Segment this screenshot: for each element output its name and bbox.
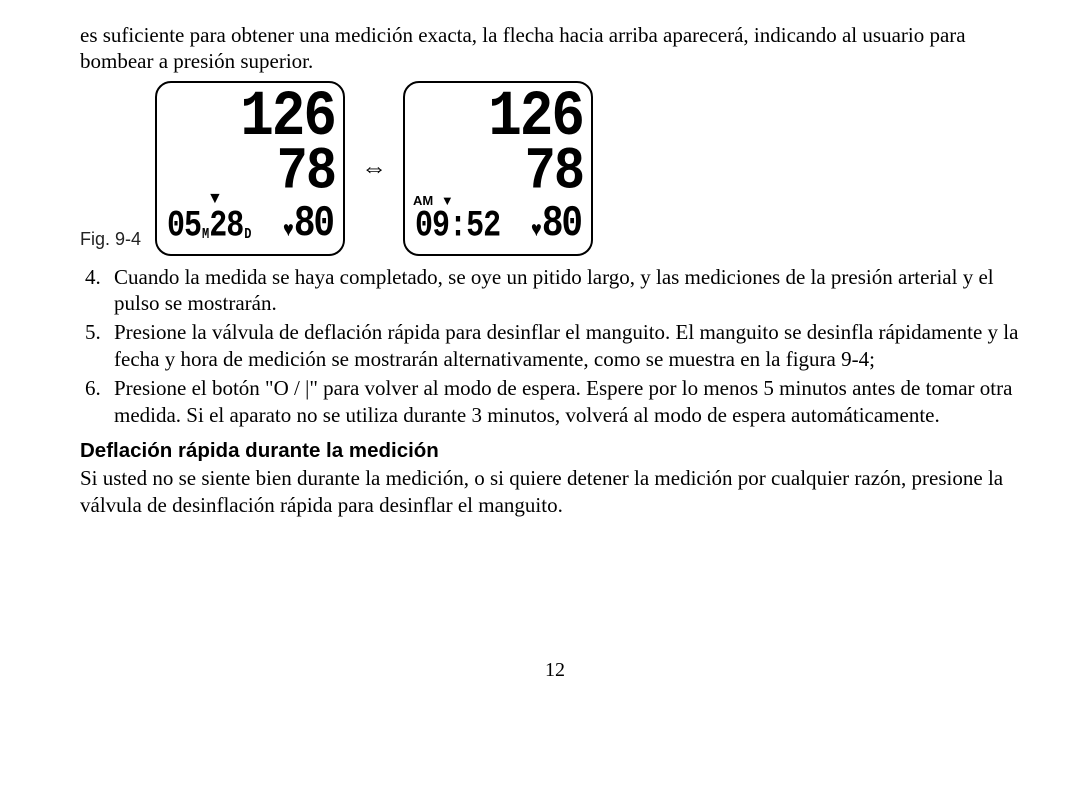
section-body: Si usted no se siente bien durante la me…	[80, 465, 1030, 519]
day-value: 28	[209, 205, 243, 248]
figure-label: Fig. 9-4	[80, 229, 141, 256]
diastolic-reading: 78	[413, 146, 583, 200]
pulse-display: ♥ 80	[283, 198, 333, 247]
heart-icon: ♥	[283, 219, 292, 243]
minute-value: 52	[466, 205, 500, 248]
month-label: M	[202, 225, 208, 243]
intro-paragraph: es suficiente para obtener una medición …	[80, 22, 1030, 75]
step-6: Presione el botón "O / |" para volver al…	[106, 375, 1030, 429]
lcd-display-date: 126 78 ▼ 05 M 28 D ♥ 80	[155, 81, 345, 256]
pulse-value: 80	[294, 198, 333, 247]
alternating-arrow-icon: ⇔	[361, 153, 387, 183]
page-number: 12	[80, 659, 1030, 682]
figure-9-4: Fig. 9-4 126 78 ▼ 05 M 28 D ♥ 80 ⇔	[80, 81, 1030, 256]
diastolic-reading: 78	[165, 146, 335, 200]
pulse-display: ♥ 80	[531, 198, 581, 247]
step-5: Presione la válvula de deflación rápida …	[106, 319, 1030, 373]
heart-icon: ♥	[531, 219, 540, 243]
step-4: Cuando la medida se haya completado, se …	[106, 264, 1030, 318]
instruction-list: Cuando la medida se haya completado, se …	[80, 264, 1030, 429]
document-page: es suficiente para obtener una medición …	[0, 0, 1080, 682]
pulse-value: 80	[542, 198, 581, 247]
time-display: 09 : 52	[415, 205, 500, 248]
day-label: D	[244, 225, 250, 243]
lcd-display-time: 126 78 AM ▼ 09 : 52 ♥ 80	[403, 81, 593, 256]
time-separator: :	[449, 205, 466, 248]
month-value: 05	[167, 205, 201, 248]
section-heading: Deflación rápida durante la medición	[80, 439, 1030, 463]
date-display: 05 M 28 D	[167, 205, 251, 248]
hour-value: 09	[415, 205, 449, 248]
